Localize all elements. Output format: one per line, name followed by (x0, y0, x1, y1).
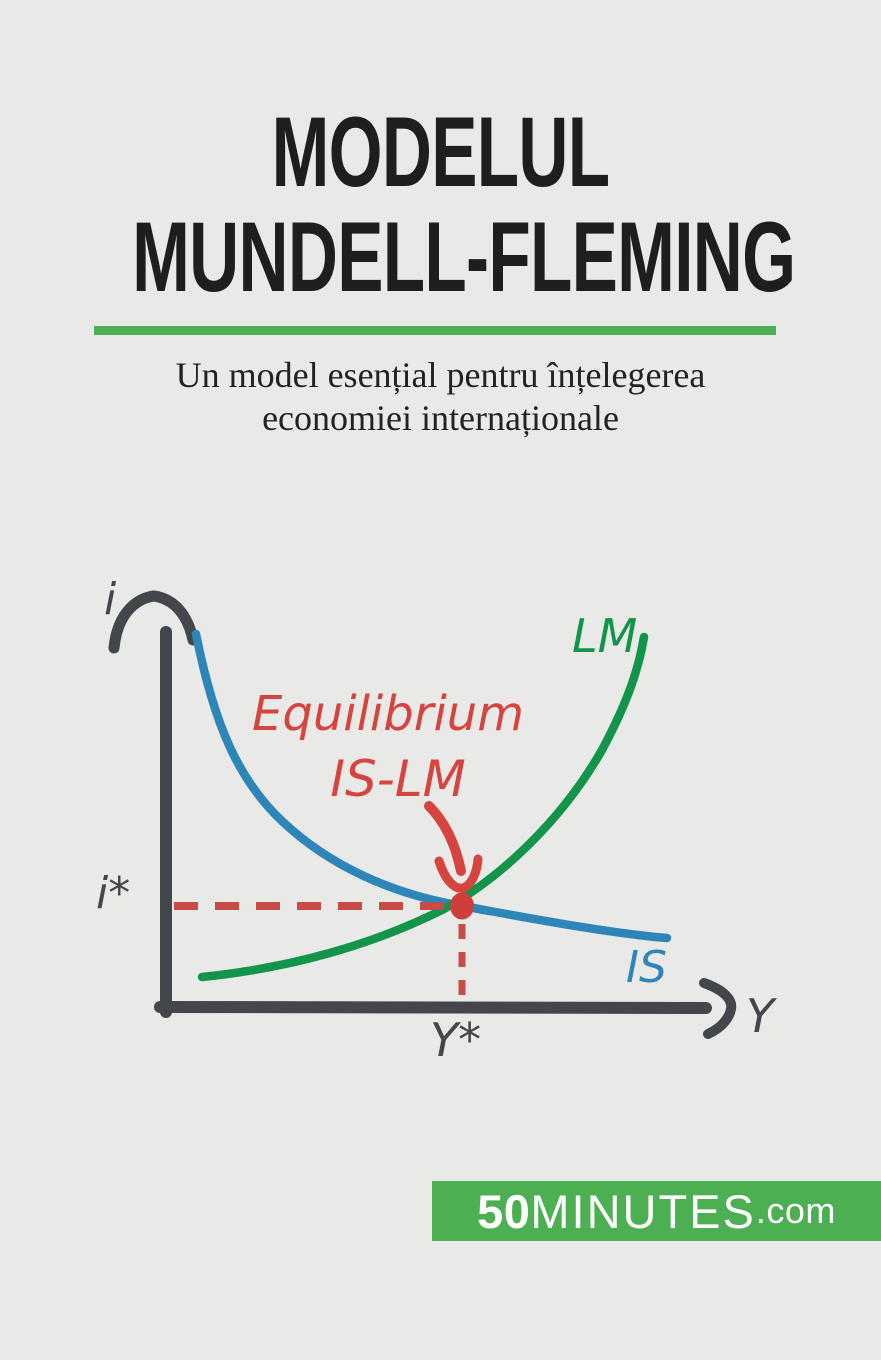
brand-prefix: 50 (477, 1184, 531, 1238)
title-line-2: MUNDELL-FLEMING (132, 200, 796, 312)
subtitle-line-1: Un model esențial pentru înțelegerea (175, 355, 706, 395)
subtitle-line-2: economiei internaționale (262, 398, 619, 439)
is-lm-diagram: i Y i* Y* LM IS Equilibrium IS-LM (96, 574, 778, 1067)
lm-curve (197, 632, 649, 982)
y-axis-label: i (104, 574, 117, 625)
publisher-banner: 50 MINUTES .com (432, 1181, 881, 1241)
is-curve (191, 629, 672, 943)
annotation-arrow-head-icon (434, 854, 483, 893)
brand-suffix: .com (755, 1190, 836, 1231)
x-axis-line (154, 1001, 712, 1014)
y-star-label: Y* (430, 1013, 481, 1067)
x-axis-label: Y (746, 989, 778, 1043)
accent-divider (94, 326, 776, 335)
book-subtitle: Un model esențial pentru înțelegerea eco… (0, 354, 881, 440)
annotation-text-line-1: Equilibrium (252, 686, 524, 742)
title-line-1: MODELUL (271, 96, 610, 207)
i-star-label: i* (96, 868, 130, 919)
annotation-text-line-2: IS-LM (330, 750, 466, 808)
is-curve-label: IS (626, 942, 667, 993)
book-title: MODELUL MUNDELL-FLEMING (132, 96, 796, 312)
equilibrium-point (450, 892, 474, 920)
x-axis-arrowhead-icon (699, 978, 737, 1039)
y-axis-arrowhead-icon (108, 590, 199, 654)
lm-curve-label: LM (572, 609, 637, 663)
annotation-arrow-shaft (424, 801, 466, 876)
brand-name: MINUTES (530, 1184, 756, 1238)
